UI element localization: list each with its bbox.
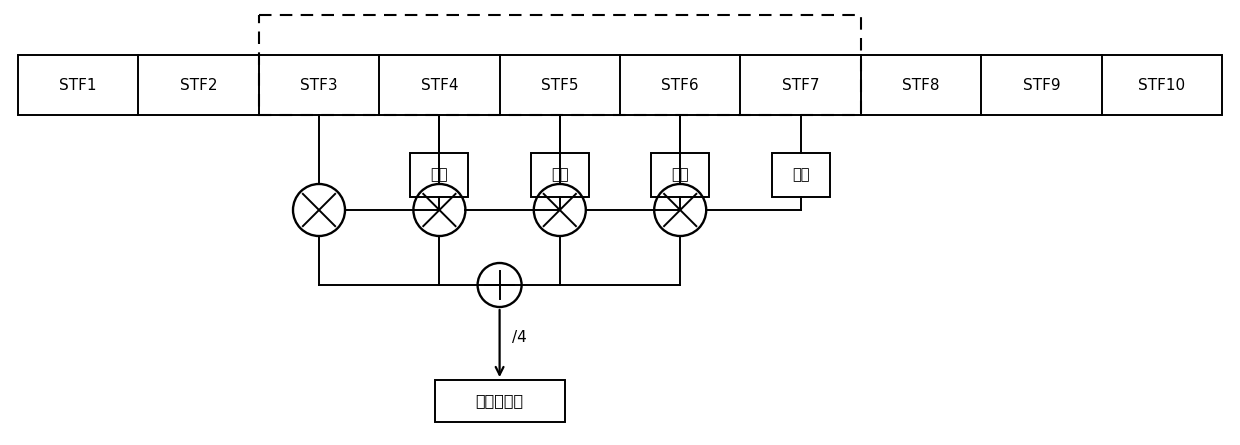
Text: 共轭: 共轭 <box>671 167 689 182</box>
Text: STF9: STF9 <box>1023 77 1060 93</box>
Text: STF4: STF4 <box>420 77 458 93</box>
Text: STF7: STF7 <box>782 77 820 93</box>
Bar <box>651 153 709 197</box>
Bar <box>771 153 830 197</box>
Text: STF2: STF2 <box>180 77 217 93</box>
Text: STF1: STF1 <box>60 77 97 93</box>
Text: STF8: STF8 <box>903 77 940 93</box>
Text: 共轭: 共轭 <box>792 167 810 182</box>
Text: 粗频偏估计: 粗频偏估计 <box>475 393 523 409</box>
Bar <box>19 55 1221 115</box>
Bar <box>434 380 564 422</box>
Bar <box>531 153 589 197</box>
Text: STF6: STF6 <box>661 77 699 93</box>
Text: 共轭: 共轭 <box>430 167 448 182</box>
Text: /4: /4 <box>512 330 526 345</box>
Text: 共轭: 共轭 <box>551 167 569 182</box>
Text: STF5: STF5 <box>541 77 579 93</box>
Text: STF3: STF3 <box>300 77 337 93</box>
Bar <box>259 15 861 115</box>
Bar <box>410 153 469 197</box>
Text: STF10: STF10 <box>1138 77 1185 93</box>
